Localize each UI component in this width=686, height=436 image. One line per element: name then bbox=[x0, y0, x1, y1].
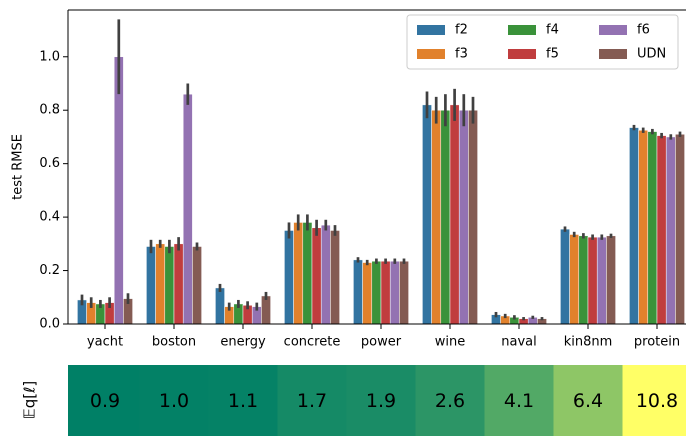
bar bbox=[431, 109, 442, 324]
legend-swatch bbox=[508, 49, 536, 59]
heat-cell bbox=[622, 365, 686, 436]
legend-label: f4 bbox=[546, 23, 559, 38]
y-tick-label: 0.8 bbox=[39, 103, 60, 118]
heat-label: 0.9 bbox=[90, 390, 120, 412]
bar bbox=[330, 230, 340, 324]
heat-label: 2.6 bbox=[435, 390, 465, 412]
bar bbox=[587, 236, 598, 324]
bar bbox=[371, 260, 382, 324]
heat-cell bbox=[415, 365, 485, 436]
bar bbox=[422, 104, 432, 324]
bar bbox=[320, 224, 331, 324]
heat-cell bbox=[139, 365, 209, 436]
heat-label: 1.9 bbox=[366, 390, 396, 412]
bar bbox=[261, 295, 271, 324]
bar bbox=[164, 246, 175, 324]
heat-cell bbox=[553, 365, 623, 436]
bar bbox=[596, 236, 607, 324]
legend-label: f3 bbox=[455, 47, 468, 62]
legend-label: UDN bbox=[637, 47, 666, 62]
bar bbox=[311, 227, 322, 324]
heat-cell bbox=[68, 365, 140, 436]
bar bbox=[146, 246, 156, 324]
bar bbox=[155, 243, 166, 324]
bar bbox=[560, 228, 570, 324]
x-tick-label: kin8nm bbox=[564, 335, 613, 350]
legend-swatch bbox=[417, 25, 445, 35]
heat-cell bbox=[484, 365, 554, 436]
legend-swatch bbox=[599, 49, 627, 59]
bar bbox=[399, 260, 409, 324]
y-tick-label: 0.0 bbox=[39, 317, 60, 332]
heat-cell bbox=[208, 365, 278, 436]
legend-label: f6 bbox=[637, 23, 650, 38]
heat-label: 6.4 bbox=[573, 390, 603, 412]
bar bbox=[665, 136, 676, 324]
legend-label: f5 bbox=[546, 47, 559, 62]
legend-swatch bbox=[417, 49, 445, 59]
legend-swatch bbox=[599, 25, 627, 35]
legend-swatch bbox=[508, 25, 536, 35]
bar bbox=[302, 222, 313, 324]
bar bbox=[284, 230, 294, 324]
y-axis-label: test RMSE bbox=[11, 134, 26, 200]
heat-label: 10.8 bbox=[636, 390, 678, 412]
bar bbox=[353, 259, 363, 324]
legend-label: f2 bbox=[455, 23, 468, 38]
x-tick-label: protein bbox=[634, 335, 680, 350]
heat-label: 1.0 bbox=[159, 390, 189, 412]
bar bbox=[569, 234, 580, 324]
x-tick-label: boston bbox=[152, 335, 196, 350]
bar bbox=[389, 260, 400, 324]
bar bbox=[629, 127, 639, 324]
x-tick-label: energy bbox=[220, 335, 266, 350]
y-tick-label: 1.0 bbox=[39, 49, 60, 64]
bar bbox=[215, 287, 225, 324]
bar bbox=[468, 109, 478, 324]
x-tick-label: naval bbox=[501, 335, 536, 350]
bar bbox=[606, 235, 616, 324]
y-tick-label: 0.2 bbox=[39, 263, 60, 278]
bar bbox=[638, 130, 649, 324]
y-tick-label: 0.4 bbox=[39, 210, 60, 225]
bar bbox=[173, 243, 184, 324]
heat-label: 4.1 bbox=[504, 390, 534, 412]
y-tick-label: 0.6 bbox=[39, 156, 60, 171]
bar bbox=[647, 131, 658, 324]
bar bbox=[192, 246, 202, 324]
x-tick-label: yacht bbox=[87, 335, 123, 350]
bar bbox=[182, 93, 193, 324]
bar bbox=[656, 135, 667, 324]
bar bbox=[458, 109, 469, 324]
plot-area bbox=[77, 19, 685, 324]
heat-cell bbox=[277, 365, 347, 436]
bar bbox=[578, 235, 589, 324]
bar bbox=[449, 104, 460, 324]
bar bbox=[440, 109, 451, 324]
bar bbox=[675, 134, 685, 324]
x-tick-label: power bbox=[361, 335, 402, 350]
x-tick-label: concrete bbox=[284, 335, 341, 350]
bar bbox=[362, 262, 373, 324]
heat-label: 1.7 bbox=[297, 390, 327, 412]
x-tick-label: wine bbox=[435, 335, 465, 350]
heat-cell bbox=[346, 365, 416, 436]
bar bbox=[380, 260, 391, 324]
heat-label: 1.1 bbox=[228, 390, 258, 412]
bar bbox=[113, 56, 124, 324]
heat-axis-label: 𝔼q[ℓ] bbox=[21, 381, 39, 419]
bar bbox=[293, 222, 304, 324]
